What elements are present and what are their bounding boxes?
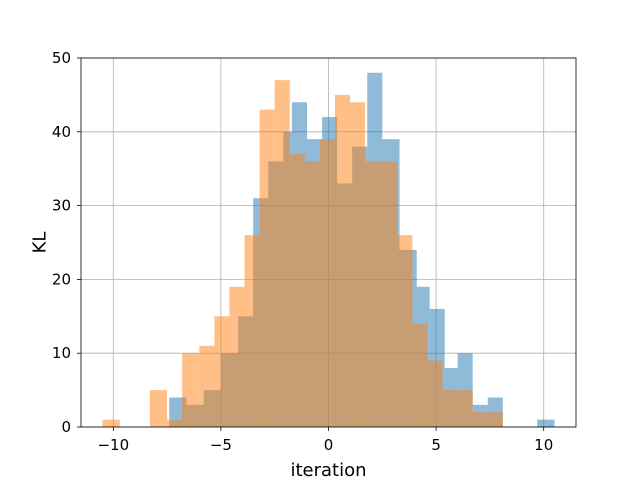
series-2-bar-1 xyxy=(149,390,168,427)
x-tick-label-4: 10 xyxy=(534,436,553,454)
series-2-bar-18 xyxy=(412,323,428,427)
series-2-bar-5 xyxy=(214,316,230,427)
x-tick-label-1: −5 xyxy=(210,436,232,454)
series-2-bar-12 xyxy=(319,139,335,427)
series-2-bar-11 xyxy=(304,161,320,427)
x-tick-label-3: 5 xyxy=(431,436,441,454)
axis-ticks: −10 −5 0 5 10 0 10 20 30 40 50 xyxy=(52,49,553,454)
series-2-bar-7 xyxy=(244,235,260,427)
series-2-bar-0 xyxy=(102,419,120,427)
series-2-bars xyxy=(102,80,503,428)
series-2-bar-20 xyxy=(442,390,458,427)
series-2-bar-4 xyxy=(199,345,215,427)
series-2-bar-14 xyxy=(350,102,366,427)
series-2-bar-3 xyxy=(182,353,200,427)
y-tick-label-4: 40 xyxy=(52,123,71,141)
y-tick-label-1: 10 xyxy=(52,344,71,362)
x-tick-label-0: −10 xyxy=(97,436,129,454)
series-2-bar-15 xyxy=(365,161,381,427)
series-2-bar-21 xyxy=(457,390,473,427)
y-tick-label-3: 30 xyxy=(52,197,71,215)
series-2-bar-22 xyxy=(472,412,488,427)
series-2-bar-8 xyxy=(259,109,275,427)
series-1-bar-22 xyxy=(537,419,555,427)
series-2-bar-16 xyxy=(380,161,398,427)
y-axis-label: KL xyxy=(29,232,50,254)
series-2-bar-6 xyxy=(229,286,245,427)
y-tick-label-5: 50 xyxy=(52,49,71,67)
series-2-bar-19 xyxy=(427,360,443,427)
x-tick-label-2: 0 xyxy=(324,436,334,454)
y-tick-label-0: 0 xyxy=(61,418,71,436)
series-2-bar-2 xyxy=(167,419,183,427)
series-2-bar-10 xyxy=(289,153,305,427)
histogram-bars xyxy=(102,72,555,428)
series-2-bar-23 xyxy=(487,412,503,427)
y-tick-label-2: 20 xyxy=(52,270,71,288)
series-2-bar-17 xyxy=(397,235,413,427)
x-axis-label: iteration xyxy=(290,460,366,480)
series-2-bar-13 xyxy=(334,94,351,428)
series-2-bar-9 xyxy=(274,80,290,427)
